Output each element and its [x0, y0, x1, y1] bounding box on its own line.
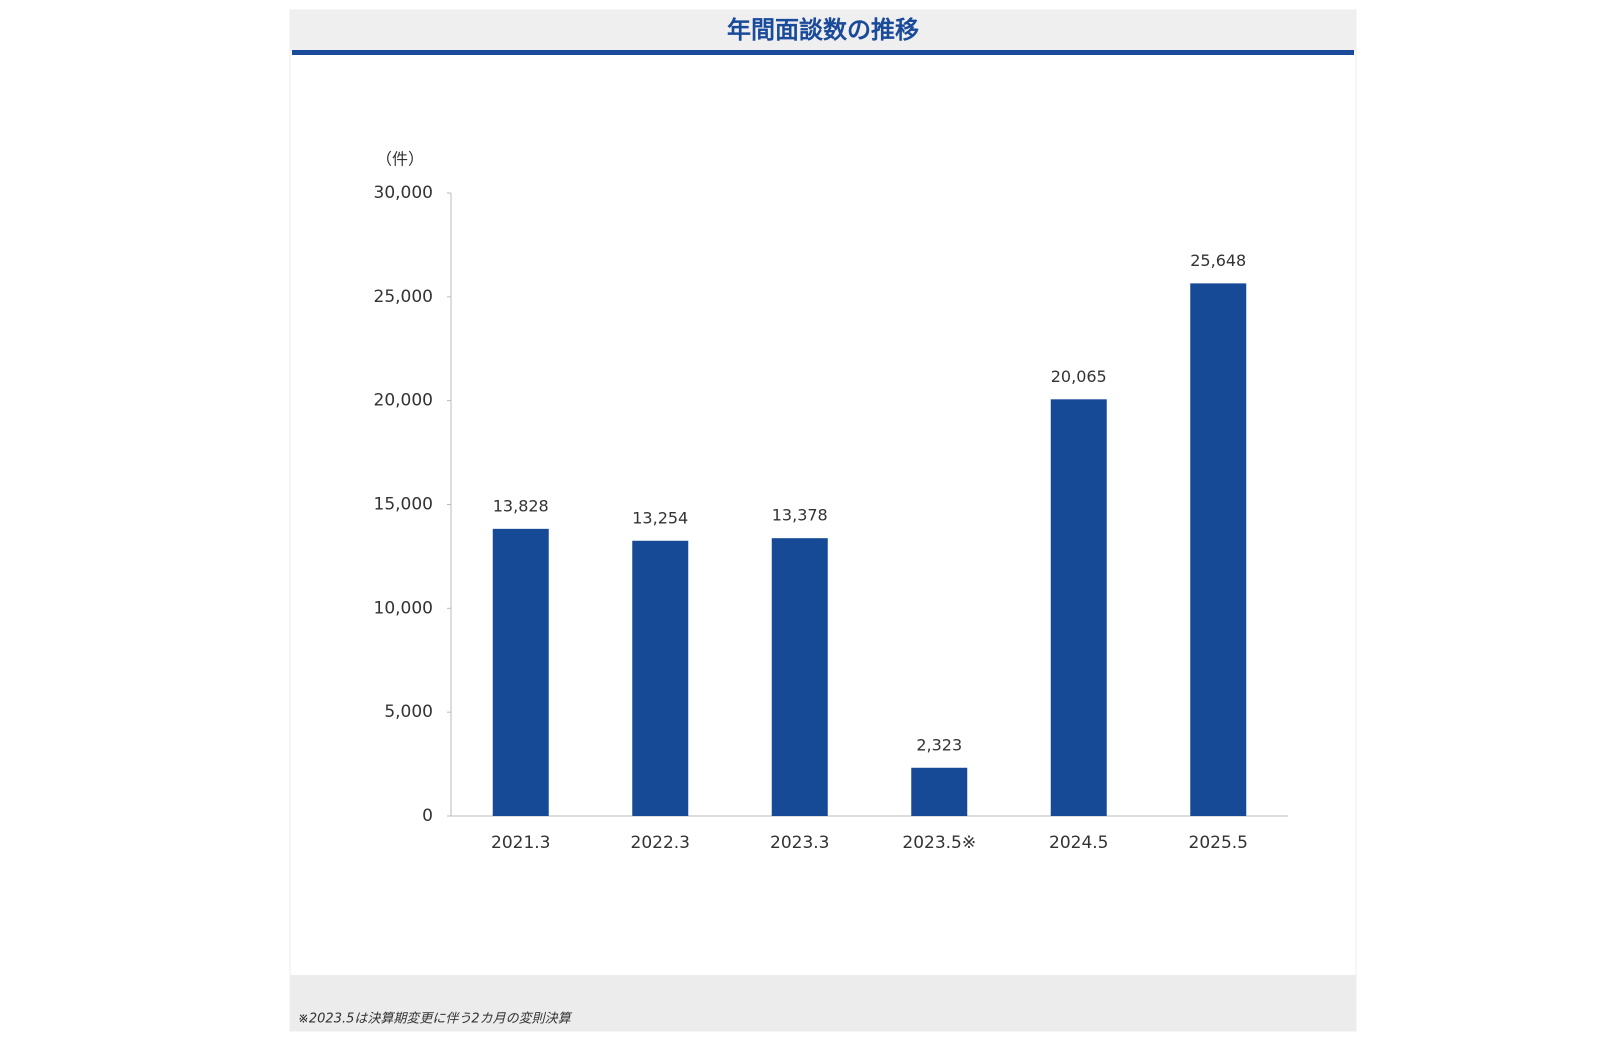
bar: [771, 538, 828, 816]
x-tick-label: 2024.5: [1049, 833, 1108, 853]
x-tick-label: 2023.3: [770, 833, 829, 853]
bar: [492, 528, 549, 816]
y-unit: （件）: [376, 150, 424, 169]
x-tick-label: 2023.5※: [902, 833, 976, 853]
bar: [1050, 399, 1107, 816]
value-label: 20,065: [1051, 367, 1107, 386]
bar: [911, 767, 968, 816]
y-tick-label: 20,000: [374, 391, 433, 411]
chart-title: 年間面談数の推移: [727, 16, 919, 44]
panel: [289, 9, 1357, 1032]
y-tick-label: 10,000: [374, 598, 433, 618]
bar: [1190, 283, 1247, 816]
value-label: 2,323: [916, 735, 962, 754]
y-tick-label: 5,000: [384, 702, 433, 722]
title-bar: [290, 10, 1356, 52]
y-tick-label: 30,000: [374, 183, 433, 203]
value-label: 13,254: [632, 508, 688, 527]
x-tick-label: 2021.3: [491, 833, 550, 853]
footer-bar: [290, 975, 1356, 1031]
x-tick-label: 2022.3: [631, 833, 690, 853]
y-tick-label: 0: [422, 806, 433, 826]
title-rule: [292, 50, 1354, 55]
y-tick-label: 25,000: [374, 287, 433, 307]
bar: [632, 540, 689, 816]
value-label: 13,828: [493, 496, 549, 515]
y-tick-label: 15,000: [374, 495, 433, 515]
footnote: ※2023.5は決算期変更に伴う2カ月の変則決算: [298, 1011, 573, 1027]
x-tick-label: 2025.5: [1189, 833, 1248, 853]
value-label: 13,378: [772, 506, 828, 525]
value-label: 25,648: [1190, 251, 1246, 270]
